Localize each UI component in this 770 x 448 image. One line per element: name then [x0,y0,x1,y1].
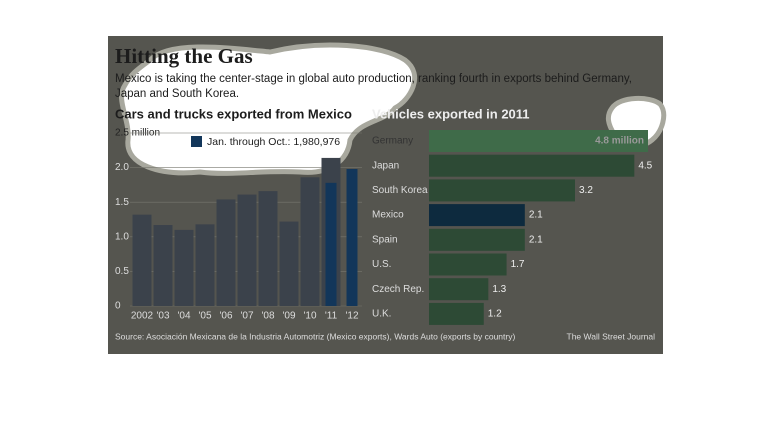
category-label: Mexico [372,210,404,221]
chart-subtitle: Cars and trucks exported from Mexico [115,106,352,121]
bar [429,278,489,301]
x-tick-label: '03 [156,311,169,322]
x-tick-label: '05 [198,311,211,322]
x-tick-label: 2002 [131,311,154,322]
category-label: U.S. [372,259,391,270]
credit: The Wall Street Journal [567,331,656,341]
bar [258,191,278,306]
value-label: 2.1 [529,234,543,245]
bar [429,204,525,227]
category-label: Spain [372,234,398,245]
bar [429,179,575,202]
bar [429,130,648,152]
value-label: 4.8 million [595,136,644,147]
y-tick-label: 2.0 [115,162,129,173]
x-tick-label: '12 [345,311,358,322]
value-label: 4.5 [638,160,652,171]
bar [429,228,525,251]
legend-swatch [191,136,202,147]
bar [429,154,635,177]
bar [195,224,215,306]
bar [237,194,257,306]
category-label: Czech Rep. [372,284,424,295]
bar [429,302,484,325]
x-tick-label: '10 [303,311,316,322]
x-tick-label: '11 [325,311,338,322]
x-tick-label: '06 [219,311,232,322]
bar [174,229,194,306]
chart-subtitle: Vehicles exported in 2011 [372,106,530,121]
value-label: 2.1 [529,210,543,221]
y-tick-label: 1.5 [115,197,129,208]
bar [429,253,507,276]
bar [279,221,299,306]
value-label: 1.7 [511,259,525,270]
bar [346,168,358,306]
legend-label: Jan. through Oct.: 1,980,976 [207,136,340,148]
y-tick-label: 1.0 [115,231,129,242]
x-tick-label: '09 [282,311,295,322]
category-label: Japan [372,160,399,171]
bar [325,182,337,306]
category-label: South Korea [372,185,428,196]
bar [216,199,236,306]
source: Source: Asociación Mexicana de la Indust… [115,331,515,341]
title: Hitting the Gas [115,44,253,68]
value-label: 1.2 [488,309,502,320]
bar [300,177,320,306]
x-tick-label: '07 [240,311,253,322]
value-label: 1.3 [492,284,506,295]
bar [132,214,152,306]
y-tick-label: 0.5 [115,266,129,277]
y-tick-label: 0 [115,301,121,312]
bar [153,225,173,306]
value-label: 3.2 [579,185,593,196]
x-tick-label: '04 [177,311,190,322]
x-tick-label: '08 [261,311,274,322]
subtitle: Mexico is taking the center-stage in glo… [115,73,632,100]
category-label: Germany [372,136,413,147]
category-label: U.K. [372,309,391,320]
